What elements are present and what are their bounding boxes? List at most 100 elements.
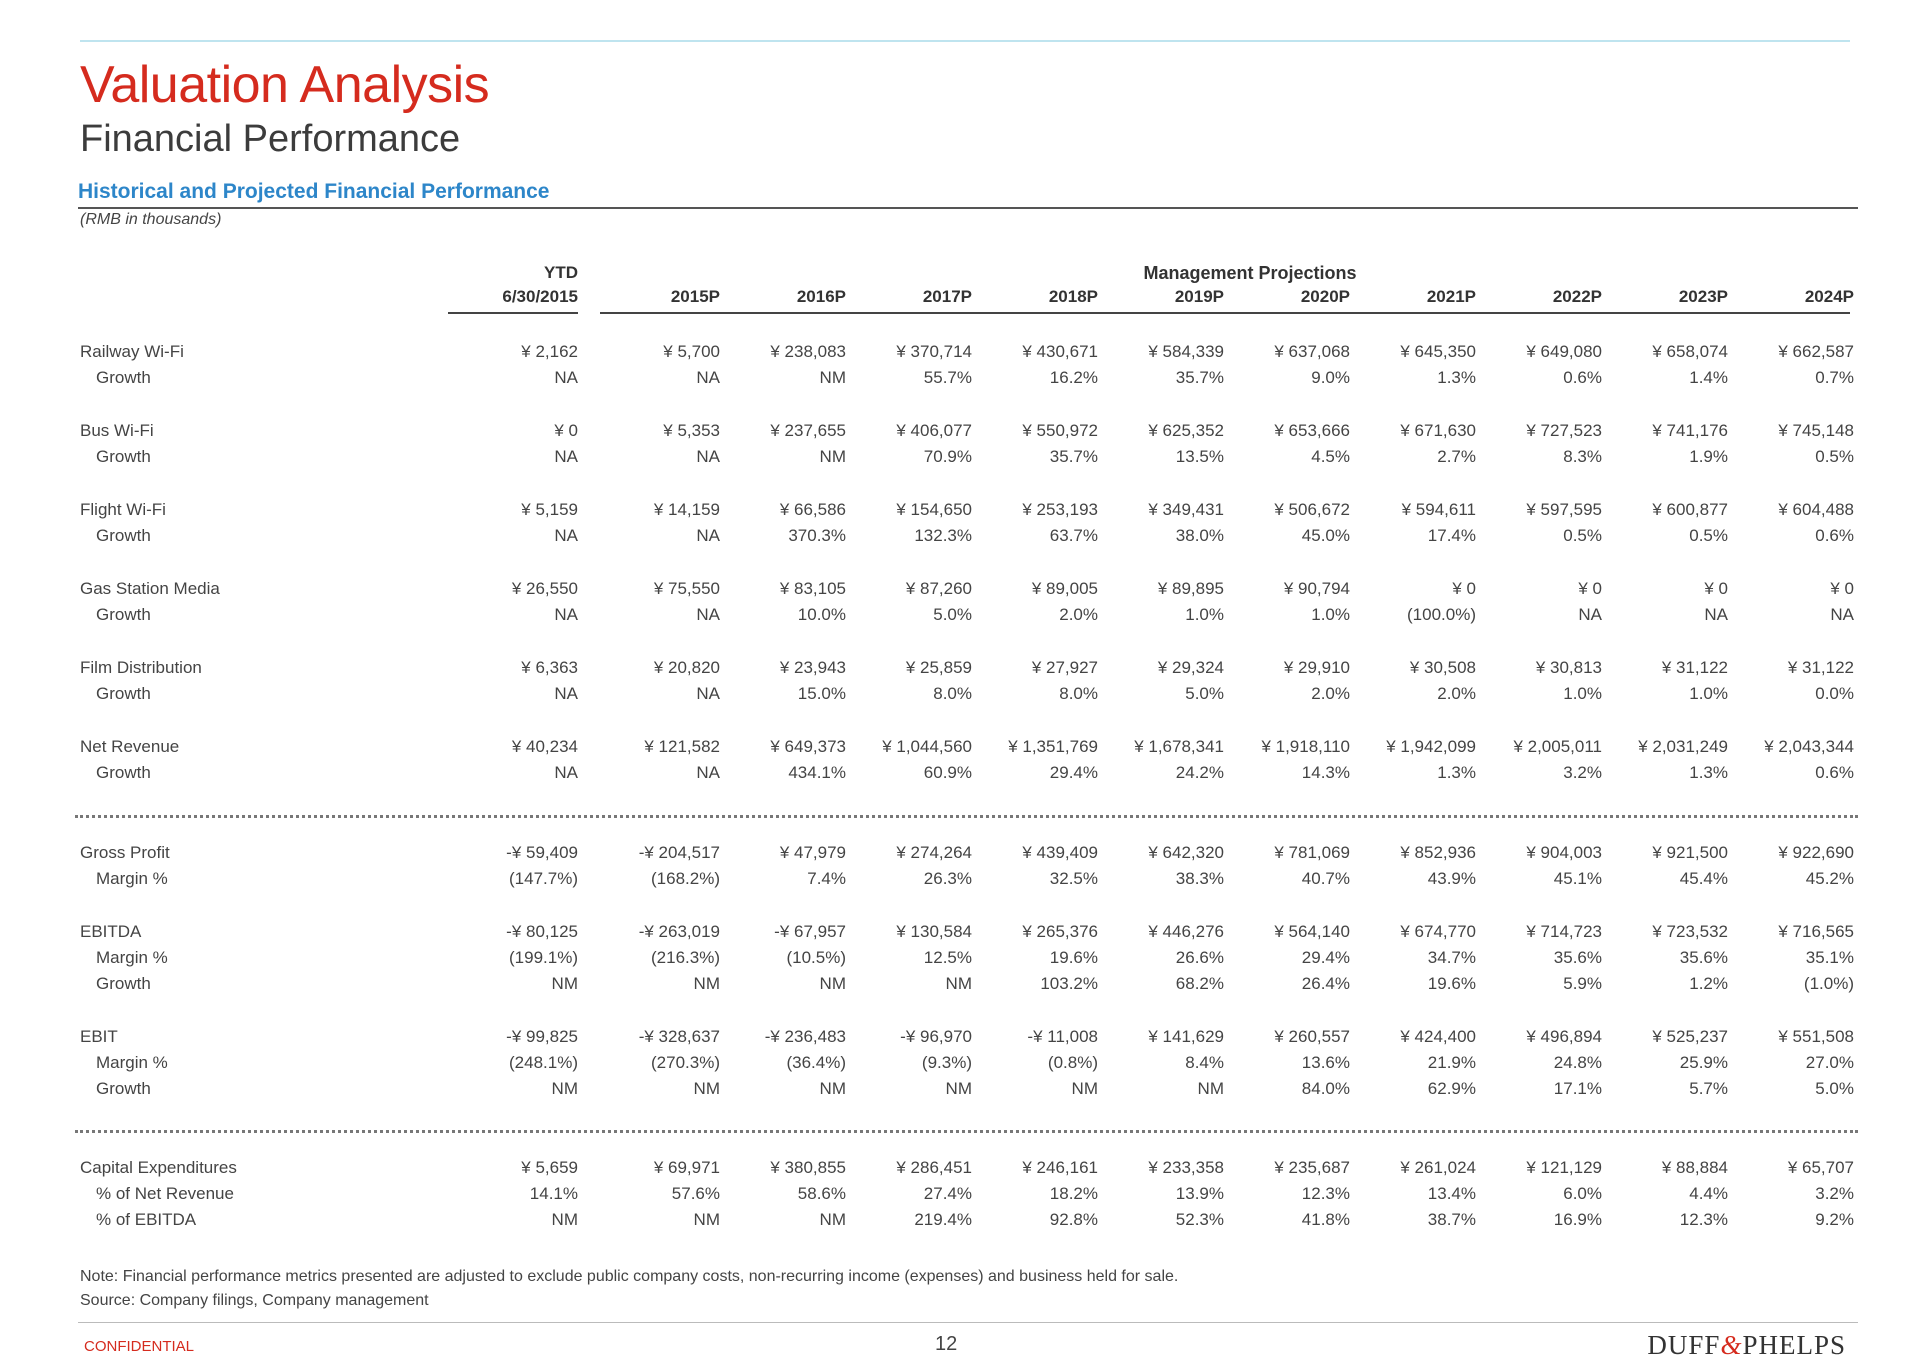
footnote: Note: Financial performance metrics pres… [80,1268,1179,1285]
section-units: (RMB in thousands) [80,211,222,228]
table-cell: 7.4% [807,869,846,888]
row-label: Growth [96,368,151,387]
table-cell: -¥ 328,637 [638,1027,720,1046]
table-cell: ¥ 0 [1704,579,1728,598]
table-cell: NA [554,684,578,703]
table-cell: (1.0%) [1803,974,1854,993]
table-cell: 13.5% [1175,447,1224,466]
table-cell: 26.3% [923,869,972,888]
table-cell: 35.7% [1175,368,1224,387]
table-cell: NA [554,605,578,624]
table-cell: ¥ 658,074 [1652,342,1728,361]
table-cell: ¥ 0 [1578,579,1602,598]
table-cell: ¥ 40,234 [511,737,578,756]
table-cell: ¥ 89,895 [1157,579,1224,598]
table-cell: 13.6% [1301,1053,1350,1072]
table-cell: 1.2% [1689,974,1728,993]
table-cell: ¥ 424,400 [1400,1027,1476,1046]
table-cell: ¥ 380,855 [770,1158,846,1177]
table-cell: 63.7% [1049,526,1098,545]
table-cell: 1.3% [1689,763,1728,782]
table-cell: 0.6% [1563,368,1602,387]
table-cell: 1.3% [1437,368,1476,387]
table-cell: ¥ 600,877 [1652,500,1728,519]
table-cell: ¥ 25,859 [905,658,972,677]
table-cell: NM [551,974,578,993]
table-cell: 5.9% [1563,974,1602,993]
table-cell: ¥ 922,690 [1778,843,1854,862]
table-cell: ¥ 0 [1830,579,1854,598]
row-label: Growth [96,526,151,545]
table-cell: ¥ 265,376 [1022,922,1098,941]
table-cell: ¥ 637,068 [1274,342,1350,361]
table-cell: 40.7% [1301,869,1350,888]
table-cell: ¥ 14,159 [653,500,720,519]
table-cell: ¥ 671,630 [1400,421,1476,440]
table-cell: -¥ 236,483 [764,1027,846,1046]
table-cell: 24.8% [1553,1053,1602,1072]
table-cell: 1.3% [1437,763,1476,782]
table-cell: -¥ 11,008 [1027,1027,1098,1046]
table-cell: ¥ 2,043,344 [1764,737,1854,756]
row-label: Capital Expenditures [80,1158,237,1177]
table-cell: ¥ 439,409 [1022,843,1098,862]
table-cell: 103.2% [1040,974,1098,993]
table-cell: 0.0% [1815,684,1854,703]
row-label: Margin % [96,948,168,967]
table-cell: ¥ 904,003 [1526,843,1602,862]
table-cell: ¥ 154,650 [896,500,972,519]
table-cell: ¥ 253,193 [1022,500,1098,519]
table-cell: 57.6% [671,1184,720,1203]
confidential-label: CONFIDENTIAL [84,1338,195,1355]
table-cell: 5.0% [1815,1079,1854,1098]
table-cell: ¥ 564,140 [1274,922,1350,941]
table-cell: ¥ 238,083 [770,342,846,361]
table-cell: 9.0% [1311,368,1350,387]
table-cell: NM [551,1210,578,1229]
table-cell: NM [819,368,846,387]
row-label: Growth [96,1079,151,1098]
table-cell: NM [945,1079,972,1098]
table-cell: NA [696,447,720,466]
row-label: Film Distribution [80,658,202,677]
table-cell: 5.0% [1185,684,1224,703]
table-cell: ¥ 921,500 [1652,843,1728,862]
section-title: Historical and Projected Financial Perfo… [78,180,550,203]
table-cell: 1.4% [1689,368,1728,387]
table-cell: 24.2% [1175,763,1224,782]
table-cell: 70.9% [923,447,972,466]
table-cell: (248.1%) [509,1053,578,1072]
table-cell: 370.3% [788,526,846,545]
table-cell: NA [554,526,578,545]
table-cell: ¥ 446,276 [1148,922,1224,941]
table-cell: ¥ 233,358 [1148,1158,1224,1177]
table-cell: 34.7% [1427,948,1476,967]
table-cell: ¥ 2,162 [521,342,578,361]
table-cell: ¥ 274,264 [896,843,972,862]
table-cell: 43.9% [1427,869,1476,888]
column-header: 2017P [922,287,972,306]
table-cell: NM [693,1079,720,1098]
table-cell: 1.0% [1563,684,1602,703]
table-cell: ¥ 30,813 [1535,658,1602,677]
row-label: Net Revenue [80,737,180,756]
row-label: Growth [96,684,151,703]
table-cell: ¥ 597,595 [1526,500,1602,519]
table-cell: ¥ 1,678,341 [1134,737,1224,756]
row-label: % of EBITDA [96,1210,197,1229]
table-cell: 2.0% [1311,684,1350,703]
table-cell: ¥ 649,080 [1526,342,1602,361]
table-cell: (10.5%) [786,948,846,967]
table-cell: 27.0% [1805,1053,1854,1072]
table-cell: NM [819,974,846,993]
duff-phelps-logo: DUFF&PHELPS [1647,1330,1846,1361]
table-cell: ¥ 625,352 [1148,421,1224,440]
table-cell: ¥ 29,324 [1157,658,1224,677]
table-cell: ¥ 260,557 [1274,1027,1350,1046]
table-cell: 45.4% [1679,869,1728,888]
table-cell: 1.9% [1689,447,1728,466]
table-cell: 92.8% [1049,1210,1098,1229]
table-cell: ¥ 90,794 [1283,579,1350,598]
table-cell: ¥ 31,122 [1787,658,1854,677]
table-cell: ¥ 5,659 [521,1158,578,1177]
